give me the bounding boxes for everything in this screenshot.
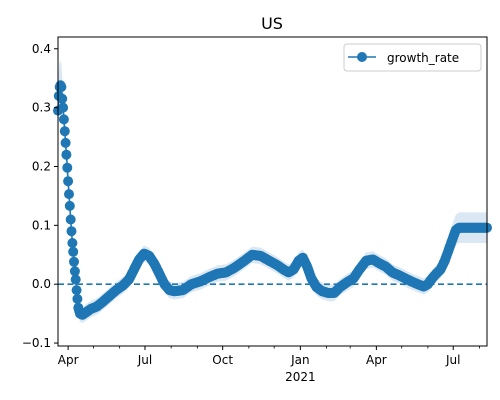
- y-tick-label: 0.1: [32, 218, 51, 232]
- x-tick-label: Jul: [137, 353, 152, 367]
- data-point: [59, 126, 70, 137]
- data-point: [72, 293, 83, 304]
- x-tick-year-label: 2021: [285, 370, 316, 384]
- data-point: [69, 266, 80, 277]
- legend-label: growth_rate: [387, 51, 459, 65]
- x-tick-label: Jan: [290, 353, 310, 367]
- data-point: [58, 114, 69, 125]
- y-tick-label: 0.2: [32, 159, 51, 173]
- data-point: [70, 274, 81, 285]
- data-point: [68, 246, 79, 257]
- series-markers: [53, 80, 492, 320]
- data-point: [62, 162, 73, 173]
- data-point: [56, 82, 67, 92]
- y-tick-label: 0.3: [32, 101, 51, 115]
- legend-box: [343, 43, 482, 72]
- legend-marker: [357, 52, 367, 62]
- x-tick-label: Apr: [58, 353, 79, 367]
- uncertainty-band: [58, 60, 487, 324]
- x-tick-label: Jul: [445, 353, 460, 367]
- axes-frame: [57, 36, 488, 347]
- chart-title: US: [261, 14, 283, 33]
- y-tick-label: 0.4: [32, 42, 51, 56]
- y-tick-label: 0.0: [32, 277, 51, 291]
- data-point: [60, 137, 71, 148]
- y-tick-label: −0.1: [22, 336, 51, 350]
- data-point: [61, 149, 72, 160]
- data-point: [71, 285, 82, 296]
- x-tick-label: Oct: [212, 353, 233, 367]
- data-point: [65, 214, 76, 225]
- data-point: [63, 176, 74, 187]
- data-point: [66, 226, 77, 237]
- data-point: [57, 93, 68, 104]
- plot-area: [53, 60, 492, 324]
- data-point: [67, 238, 78, 248]
- data-point: [58, 102, 69, 113]
- x-tick-label: Apr: [366, 353, 387, 367]
- data-point: [69, 256, 79, 267]
- axes: −0.1 0.0 0.1 0.2 0.3 0.4 Apr Jul Oct Jan 2021 Apr Ju…: [22, 36, 488, 384]
- legend: growth_rate: [343, 43, 482, 72]
- data-point: [64, 189, 74, 200]
- data-point: [64, 200, 75, 211]
